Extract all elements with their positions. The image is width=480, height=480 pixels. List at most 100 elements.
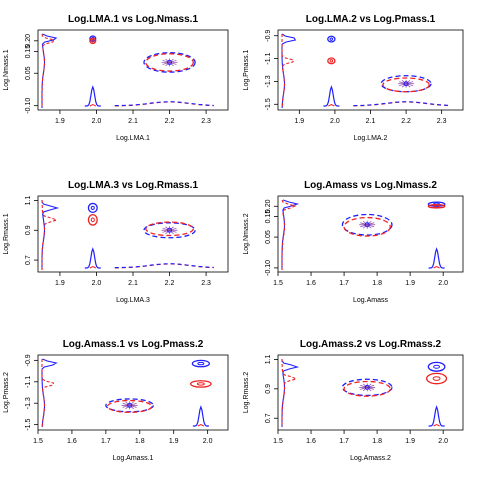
y-tick-label: 0.7	[265, 413, 272, 423]
plot-frame	[37, 354, 229, 431]
cluster-core-red	[196, 382, 205, 386]
x-tick-label: 1.7	[339, 280, 349, 287]
x-tick-label: 2.0	[330, 118, 340, 125]
cluster-ellipse-red	[426, 372, 448, 385]
y-tick-label: 0.05	[25, 66, 32, 80]
x-tick-label: 1.9	[55, 118, 65, 125]
y-axis-label: Log.Rmass.2	[243, 372, 250, 413]
cluster-ellipse-red	[145, 221, 194, 237]
x-axis-label: Log.LMA.1	[116, 135, 150, 142]
x-axis-label: Log.Amass.2	[350, 455, 391, 462]
cluster-ellipse-blue	[105, 398, 155, 413]
x-tick-label: 1.7	[339, 438, 349, 445]
x-tick-label: 2.3	[437, 118, 447, 125]
y-tick-label: 0.7	[25, 255, 32, 265]
x-density-peak-red	[433, 265, 440, 269]
cluster-ellipse-blue	[87, 202, 98, 214]
cluster-center-point	[167, 59, 173, 65]
y-density-series_a	[281, 33, 297, 109]
panel-3: Log.LMA.3 vs Log.Rmass.1 Log.LMA.3 Log.Rma…	[3, 180, 229, 304]
y-axis-label: Log.Nmass.2	[243, 213, 250, 254]
x-tick-label: 2.1	[366, 118, 376, 125]
x-density-peak-red	[89, 265, 97, 269]
y-tick-label: -1.3	[25, 397, 32, 409]
x-tick-label: 2.0	[92, 118, 102, 125]
cluster-center-mark	[162, 60, 177, 65]
panel-2: Log.LMA.2 vs Log.Pmass.1 Log.LMA.2 Log.Pma…	[243, 14, 464, 142]
cluster-core-blue	[329, 37, 334, 41]
x-axis-label: Log.LMA.3	[116, 297, 150, 304]
x-tick-label: 2.0	[92, 280, 102, 287]
x-tick-label: 1.9	[405, 438, 415, 445]
y-axis-label: Log.Nmass.1	[3, 49, 10, 90]
y-density-series_b	[41, 199, 59, 270]
cluster-center-mark	[360, 385, 375, 390]
cluster-ellipse-blue	[341, 378, 393, 397]
x-tick-label: 2.3	[201, 118, 211, 125]
y-density-series_b	[41, 359, 55, 428]
x-density-broad	[114, 263, 214, 269]
plot-frame	[277, 354, 464, 431]
x-tick-label: 1.9	[405, 280, 415, 287]
x-tick-label: 2.3	[201, 280, 211, 287]
panel-title: Log.Amass.1 vs Log.Pmass.2	[63, 339, 204, 350]
x-tick-label: 2.0	[203, 438, 213, 445]
cluster-center-point	[167, 227, 173, 233]
x-density-peak-red	[328, 103, 335, 107]
cluster-core-red	[329, 59, 334, 63]
cluster-ellipse-blue	[143, 222, 196, 239]
x-tick-label: 1.5	[273, 280, 283, 287]
x-density-broad	[353, 101, 450, 107]
x-axis-label: Log.LMA.2	[354, 135, 388, 142]
cluster-center-point	[364, 384, 370, 390]
cluster-ellipse-red	[190, 380, 212, 388]
x-tick-label: 2.1	[128, 280, 138, 287]
cluster-core-red	[91, 39, 95, 43]
panel-4: Log.Amass vs Log.Nmass.2 Log.Amass Log.Nma…	[243, 180, 464, 304]
x-density-peak-red	[433, 423, 440, 427]
x-tick-label: 1.8	[372, 280, 382, 287]
plot-frame	[37, 195, 229, 273]
x-tick-label: 1.6	[306, 280, 316, 287]
x-density-peak	[192, 405, 209, 427]
cluster-ellipse-blue	[427, 201, 446, 207]
cluster-center-mark	[122, 403, 137, 408]
x-tick-label: 1.5	[273, 438, 283, 445]
cluster-core-red	[90, 217, 95, 223]
cluster-ellipse-blue	[341, 213, 393, 236]
y-tick-label: -0.10	[25, 98, 32, 114]
y-tick-label: 1.1	[265, 354, 272, 364]
x-tick-label: 1.6	[306, 438, 316, 445]
cluster-ellipse-blue	[327, 35, 336, 43]
y-axis-label: Log.Pmass.1	[243, 49, 250, 90]
cluster-ellipse-red	[382, 77, 430, 93]
cluster-ellipse-blue	[143, 52, 196, 73]
y-tick-label: 0.20	[25, 34, 32, 48]
panel-title: Log.Amass.2 vs Log.Rmass.2	[300, 339, 442, 350]
cluster-ellipse-red	[89, 37, 97, 45]
x-tick-label: 1.9	[294, 118, 304, 125]
x-tick-label: 1.6	[67, 438, 77, 445]
x-tick-label: 1.9	[169, 438, 179, 445]
y-density-series_b	[281, 199, 297, 270]
cluster-core-red	[433, 204, 440, 208]
panel-5: Log.Amass.1 vs Log.Pmass.2 Log.Amass.1 Log…	[3, 339, 229, 462]
plot-frame	[37, 29, 229, 111]
cluster-ellipse-red	[145, 53, 194, 72]
y-axis-label: Log.Pmass.2	[3, 372, 10, 413]
x-tick-label: 2.0	[438, 438, 448, 445]
x-tick-label: 1.8	[135, 438, 145, 445]
x-density-peak	[323, 85, 340, 107]
y-tick-label: -1.1	[25, 376, 32, 388]
cluster-center-mark	[360, 222, 375, 228]
cluster-ellipse-red	[343, 216, 391, 237]
y-tick-label: -1.3	[265, 75, 272, 87]
x-axis-label: Log.Amass	[353, 297, 389, 304]
x-density-peak	[84, 247, 101, 269]
y-tick-label: 0.20	[265, 199, 272, 213]
y-tick-label: -1.1	[265, 52, 272, 64]
x-tick-label: 1.5	[33, 438, 43, 445]
x-density-broad	[114, 101, 214, 107]
y-density-series_b	[281, 359, 298, 427]
x-tick-label: 2.1	[128, 118, 138, 125]
